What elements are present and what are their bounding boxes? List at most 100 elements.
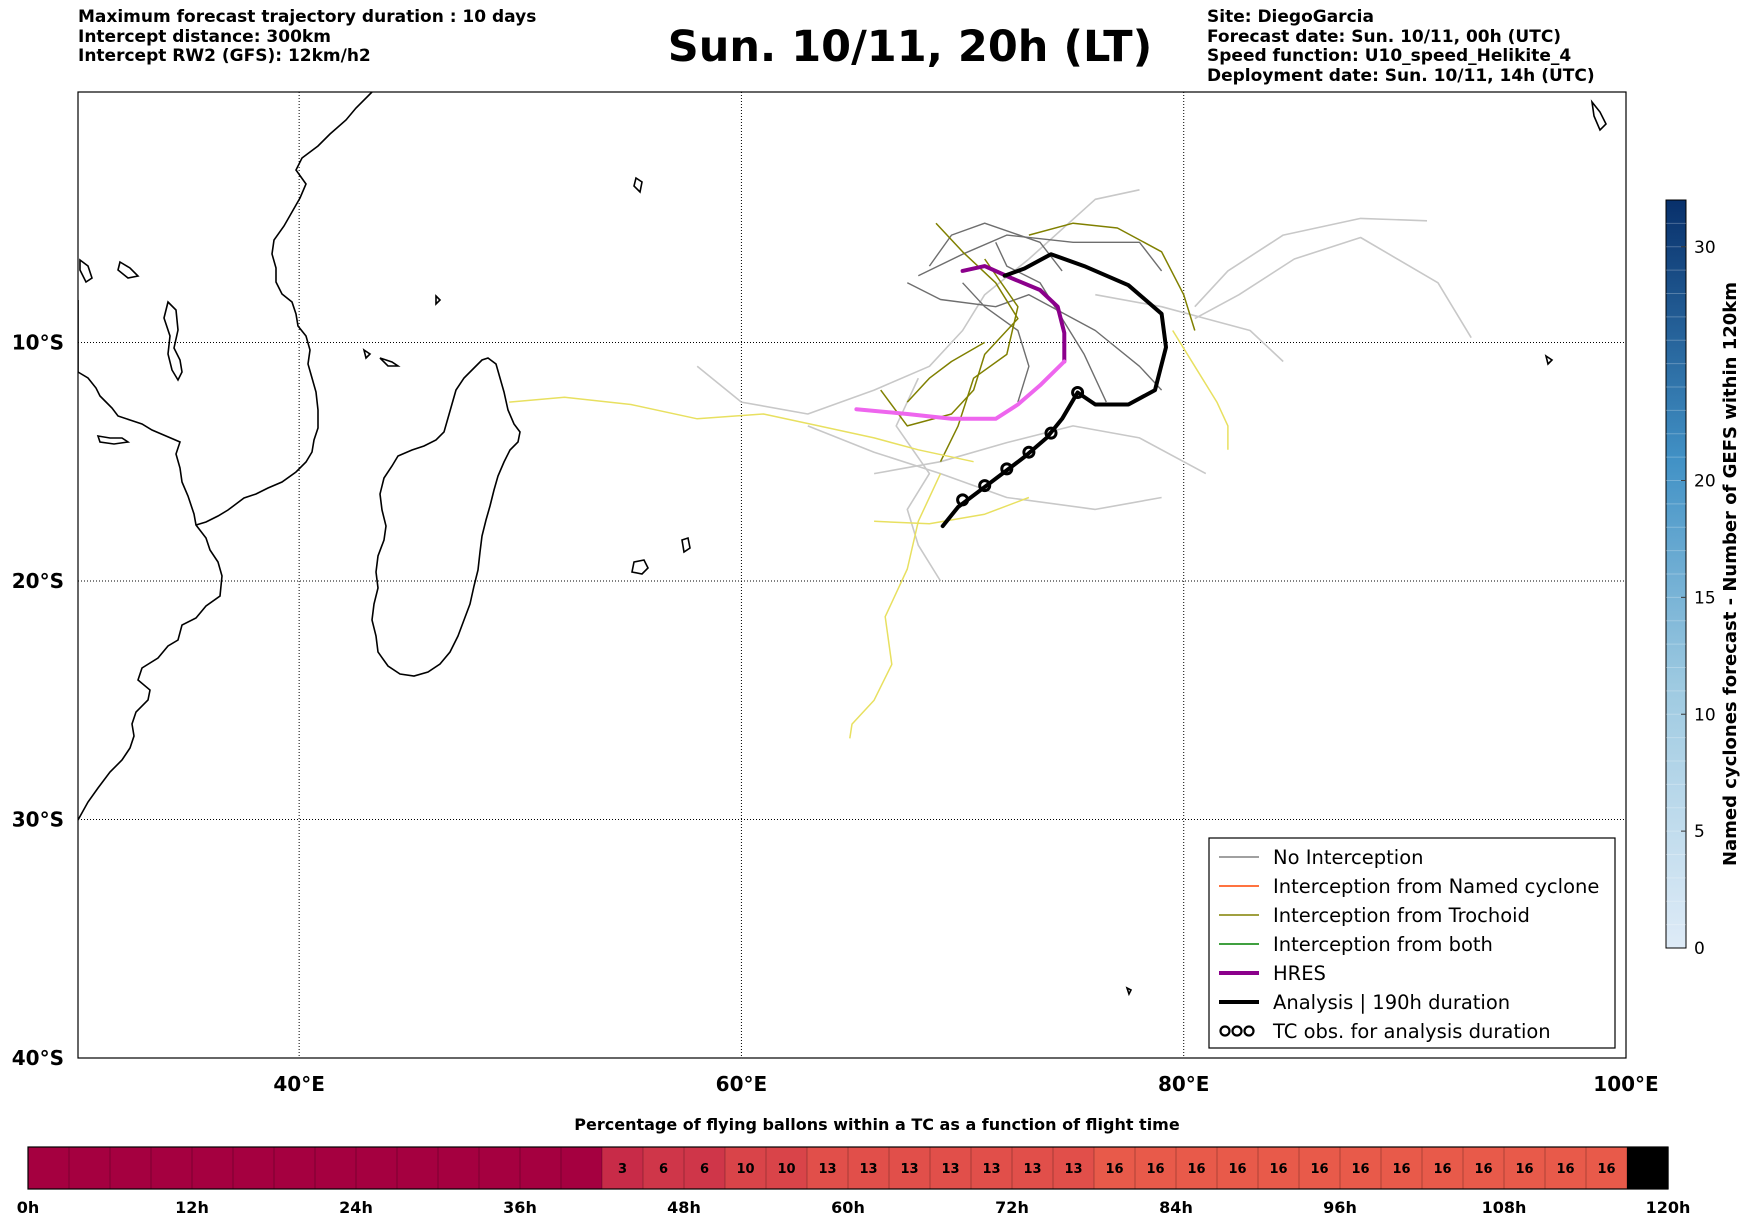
header-right-line: Deployment date: Sun. 10/11, 14h (UTC) xyxy=(1207,65,1595,86)
time-bin xyxy=(274,1147,316,1189)
colorbar-tick-label: 0 xyxy=(1694,939,1705,959)
island xyxy=(379,357,401,367)
time-bin xyxy=(766,1147,808,1189)
time-bin-value: 16 xyxy=(1146,1162,1164,1177)
time-bin-value: 13 xyxy=(941,1162,959,1177)
colorbar-tick-label: 30 xyxy=(1694,238,1716,258)
time-bin-value: 13 xyxy=(859,1162,877,1177)
ensemble-trajectory xyxy=(1095,293,1284,363)
ensemble-trajectory xyxy=(1028,222,1196,331)
analysis-trajectory xyxy=(940,252,1168,529)
header-left-line: Intercept RW2 (GFS): 12km/h2 xyxy=(78,46,371,66)
time-bin-value: 16 xyxy=(1228,1162,1246,1177)
time-tick-label: 36h xyxy=(503,1198,537,1217)
map-frame xyxy=(77,91,1627,1059)
time-tick-label: 48h xyxy=(667,1198,701,1217)
time-bin-value: 10 xyxy=(777,1162,795,1177)
ensemble-trajectory xyxy=(696,189,1140,415)
header-right-line: Forecast date: Sun. 10/11, 00h (UTC) xyxy=(1207,26,1562,47)
time-bin-value: 10 xyxy=(736,1162,754,1177)
tc-obs-marker xyxy=(1022,445,1036,459)
legend-label: Interception from Named cyclone xyxy=(1273,875,1599,898)
time-bin xyxy=(889,1147,931,1189)
time-bin xyxy=(1176,1147,1218,1189)
time-bin xyxy=(807,1147,849,1189)
legend-tc-obs-symbol xyxy=(1219,1025,1231,1037)
lon-tick-label: 40°E xyxy=(273,1072,325,1096)
island xyxy=(1590,99,1607,132)
time-bin xyxy=(151,1147,193,1189)
madagascar-coastline xyxy=(371,357,521,677)
legend-tc-obs-symbol xyxy=(1243,1025,1255,1037)
flight-time-bar: 3 6 6 10 10 13 13 13 13 13 13 13 16 16 16 16 16 16 16 16 16 1… xyxy=(17,1146,1691,1217)
header-left-line: Maximum forecast trajectory duration : 1… xyxy=(78,7,537,27)
time-tick-label: 12h xyxy=(175,1198,209,1217)
time-bin xyxy=(930,1147,972,1189)
colorbar-tick-label: 10 xyxy=(1694,705,1716,725)
legend-label: Interception from both xyxy=(1273,933,1493,956)
time-bin xyxy=(233,1147,275,1189)
island xyxy=(633,176,643,194)
colorbar-tick-label: 5 xyxy=(1694,822,1705,842)
time-bin xyxy=(1504,1147,1546,1189)
island xyxy=(96,434,131,445)
island xyxy=(79,258,93,284)
time-bin xyxy=(971,1147,1013,1189)
ensemble-trajectory xyxy=(906,282,1163,391)
island xyxy=(117,260,140,279)
ensemble-trajectory xyxy=(849,473,942,739)
legend-label: No Interception xyxy=(1273,846,1424,869)
time-tick-label: 96h xyxy=(1323,1198,1357,1217)
time-bin-value: 16 xyxy=(1269,1162,1287,1177)
time-tick-label: 108h xyxy=(1482,1198,1527,1217)
time-bin-value: 16 xyxy=(1556,1162,1574,1177)
ensemble-trajectory xyxy=(962,282,1030,403)
time-bin xyxy=(28,1147,70,1189)
colorbar-tick-label: 20 xyxy=(1694,472,1716,492)
lat-tick-label: 40°S xyxy=(12,1046,64,1070)
ensemble-trajectory xyxy=(1172,330,1229,450)
time-bin xyxy=(520,1147,562,1189)
time-bin-value: 16 xyxy=(1433,1162,1451,1177)
legend-label: Analysis | 190h duration xyxy=(1273,991,1510,1014)
time-bin xyxy=(1381,1147,1423,1189)
time-bin-value: 3 xyxy=(618,1162,627,1177)
tc-obs-marker xyxy=(1044,426,1058,440)
header-right-line: Site: DiegoGarcia xyxy=(1207,7,1374,27)
header-right-line: Speed function: U10_speed_Helikite_4 xyxy=(1207,46,1572,66)
time-bin xyxy=(1094,1147,1136,1189)
colorbar-tick-label: 15 xyxy=(1694,588,1716,608)
header-left-info: Maximum forecast trajectory duration : 1… xyxy=(78,7,537,67)
tc-obs-marker xyxy=(978,479,992,493)
time-bin xyxy=(1258,1147,1300,1189)
bottom-bar-frame xyxy=(27,1146,1669,1190)
ensemble-trajectory xyxy=(874,496,1030,525)
time-bin-value: 6 xyxy=(700,1162,709,1177)
time-bin xyxy=(643,1147,685,1189)
time-bin-value: 13 xyxy=(1064,1162,1082,1177)
time-bin xyxy=(1545,1147,1587,1189)
ensemble-trajectory xyxy=(906,341,986,403)
colorbar: 0 5 10 15 20 30 xyxy=(1665,199,1716,959)
island xyxy=(1125,986,1133,997)
lat-tick-label: 10°S xyxy=(12,330,64,354)
lon-tick-label: 80°E xyxy=(1158,1072,1210,1096)
map-gridlines xyxy=(78,92,1626,1058)
time-tick-label: 24h xyxy=(339,1198,373,1217)
legend-label: TC obs. for analysis duration xyxy=(1272,1020,1551,1043)
time-bin xyxy=(479,1147,521,1189)
page-title: Sun. 10/11, 20h (LT) xyxy=(667,22,1153,72)
time-bin-value: 13 xyxy=(1023,1162,1041,1177)
time-bin xyxy=(1135,1147,1177,1189)
ensemble-trajectory xyxy=(939,258,1019,463)
time-bin xyxy=(192,1147,234,1189)
map-axis-labels: 40°E 60°E 80°E 100°E 10°S 20°S 30°S 40°S xyxy=(12,330,1659,1096)
east-africa-coastline xyxy=(78,92,373,526)
ensemble-trajectory xyxy=(509,396,974,463)
time-tick-label: 120h xyxy=(1646,1198,1691,1217)
hres-trajectory xyxy=(960,264,1067,364)
legend-label: Interception from Trochoid xyxy=(1273,904,1530,927)
lat-tick-label: 30°S xyxy=(12,807,64,831)
colorbar-ramp xyxy=(1665,199,1687,949)
